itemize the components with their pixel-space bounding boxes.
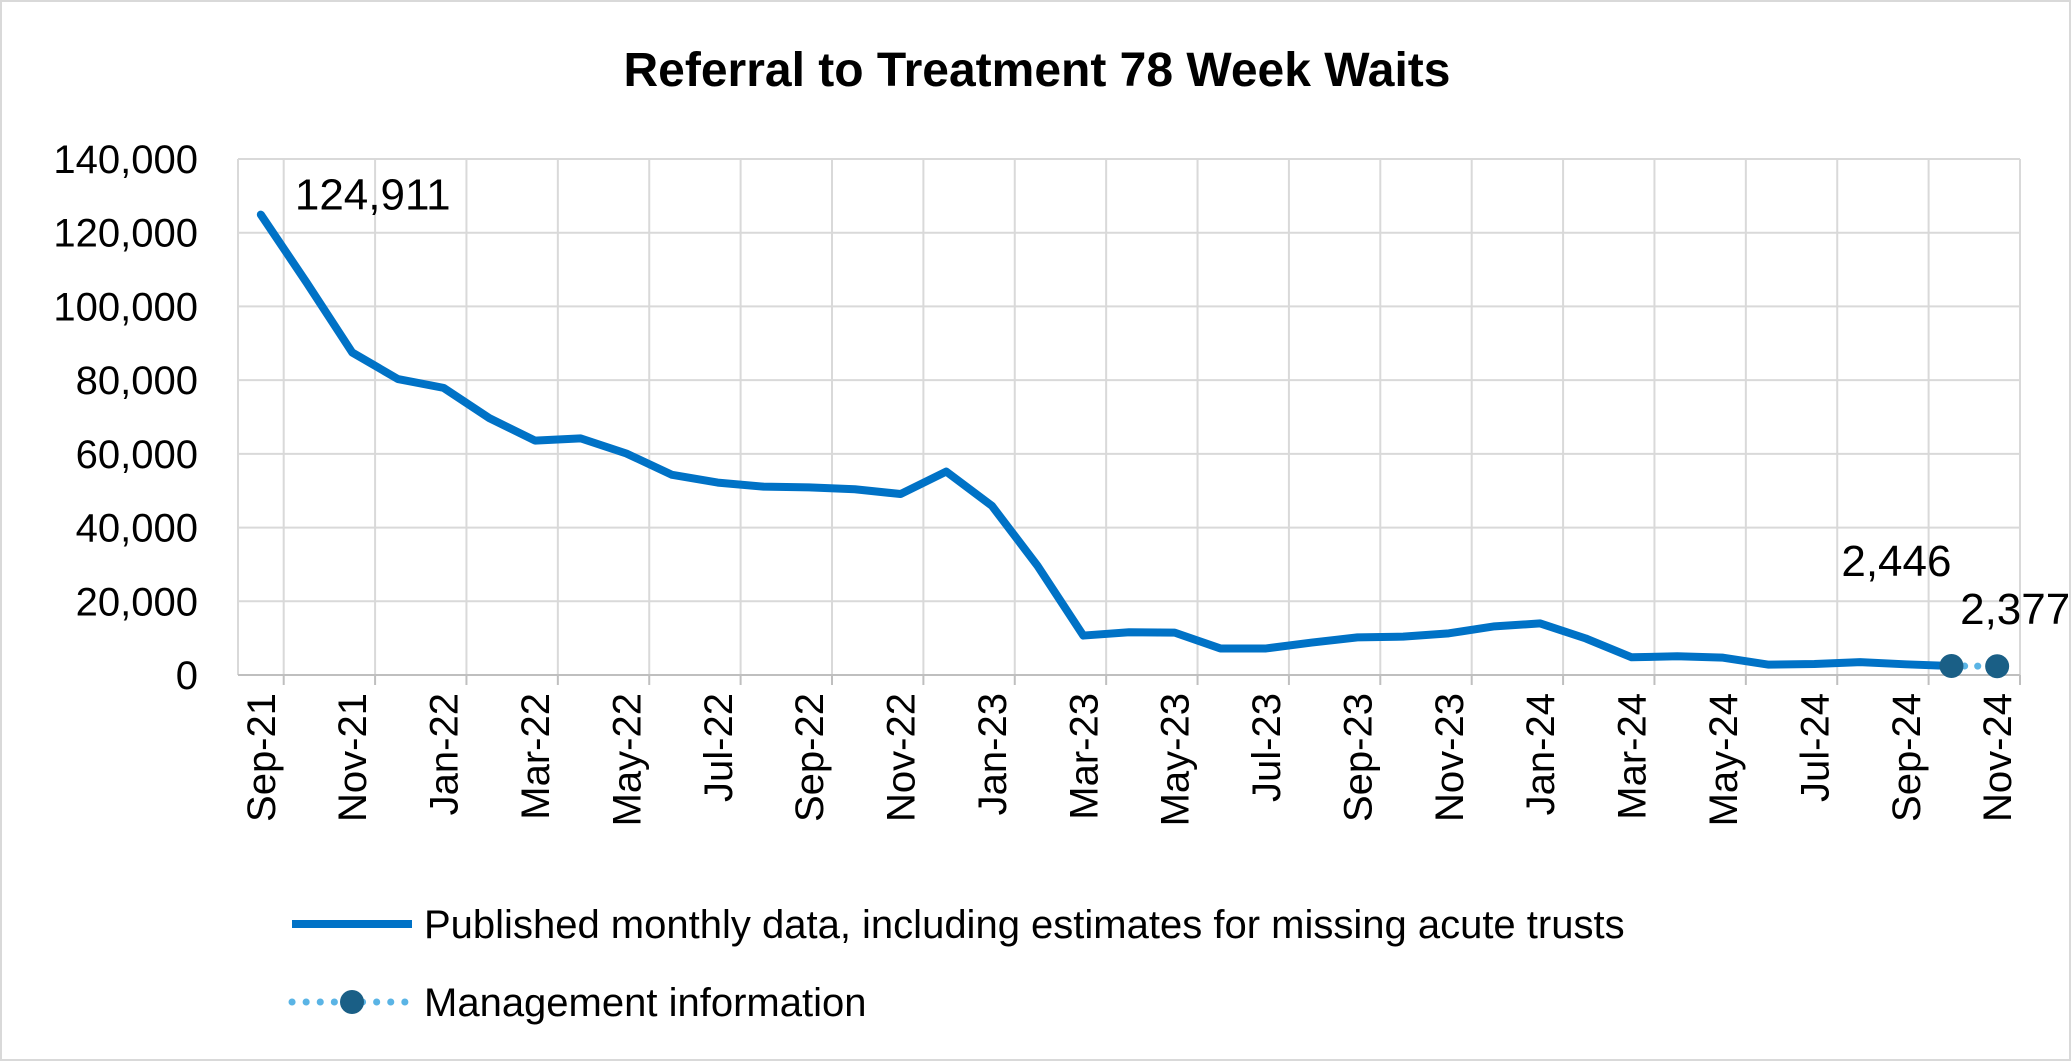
x-tick-label: Mar-22 bbox=[514, 693, 558, 820]
x-tick-label: Sep-23 bbox=[1336, 693, 1380, 822]
x-tick-label: Sep-22 bbox=[788, 693, 832, 822]
x-tick-label: Jan-22 bbox=[423, 693, 467, 815]
series-layer bbox=[261, 215, 2009, 679]
y-tick-label: 40,000 bbox=[76, 507, 198, 551]
x-tick-label: Mar-23 bbox=[1062, 693, 1106, 820]
x-tick-label: Nov-24 bbox=[1976, 693, 2020, 822]
legend-label-published: Published monthly data, including estima… bbox=[424, 903, 1625, 947]
y-tick-label: 80,000 bbox=[76, 359, 198, 403]
x-tick-label: Jul-23 bbox=[1245, 693, 1289, 802]
x-tick-label: Nov-22 bbox=[880, 693, 924, 822]
x-tick-label: Jul-22 bbox=[697, 693, 741, 802]
x-tick-label: May-23 bbox=[1154, 693, 1198, 826]
x-tick-label: Jan-23 bbox=[971, 693, 1015, 815]
y-tick-label: 0 bbox=[176, 654, 198, 698]
x-tick-label: Sep-21 bbox=[240, 693, 284, 822]
x-tick-label: Nov-21 bbox=[331, 693, 375, 822]
x-tick-label: Jan-24 bbox=[1519, 693, 1563, 815]
data-label: 2,446 bbox=[1841, 537, 1951, 586]
x-tick-label: Jul-24 bbox=[1793, 693, 1837, 802]
chart-title: Referral to Treatment 78 Week Waits bbox=[624, 44, 1451, 97]
legend-label-management: Management information bbox=[424, 981, 866, 1025]
y-tick-label: 20,000 bbox=[76, 580, 198, 624]
y-tick-label: 140,000 bbox=[53, 138, 198, 182]
x-tick-label: May-22 bbox=[605, 693, 649, 826]
x-tick-label: Mar-24 bbox=[1611, 693, 1655, 820]
y-axis-ticks: 0 20,000 40,000 60,000 80,000 100,000 120,000 1… bbox=[53, 138, 198, 698]
data-label: 124,911 bbox=[295, 171, 451, 220]
y-tick-label: 100,000 bbox=[53, 285, 198, 329]
x-tick-label: Sep-24 bbox=[1885, 693, 1929, 822]
x-tick-label: Nov-23 bbox=[1428, 693, 1472, 822]
series-management-point bbox=[1985, 654, 2009, 678]
series-management-point bbox=[1939, 654, 1963, 678]
y-tick-label: 120,000 bbox=[53, 212, 198, 256]
x-tick-label: May-24 bbox=[1702, 693, 1746, 826]
legend: Published monthly data, including estima… bbox=[292, 903, 1625, 1025]
x-axis-ticks: Sep-21 Nov-21 Jan-22 Mar-22 May-22 Jul-22 Sep-… bbox=[240, 693, 2020, 826]
legend-marker-management bbox=[340, 990, 364, 1014]
y-tick-label: 60,000 bbox=[76, 433, 198, 477]
data-label: 2,377 bbox=[1960, 585, 2070, 634]
